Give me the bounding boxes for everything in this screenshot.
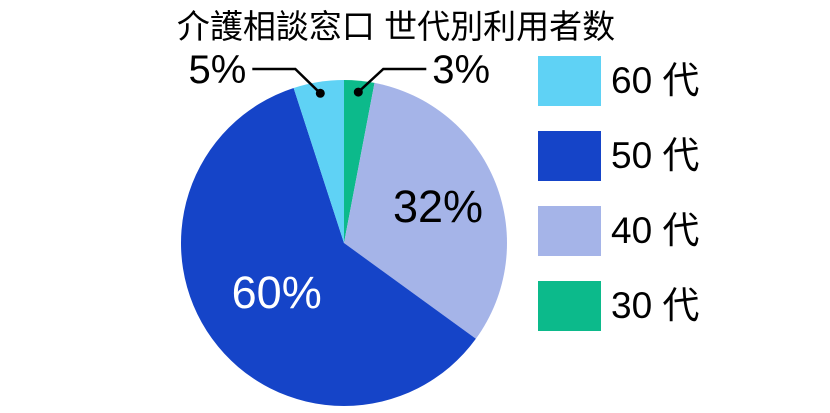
pct-label-callout: 3%	[432, 48, 490, 92]
legend: 60 代 50 代 40 代 30 代	[538, 56, 699, 356]
pct-label-inside: 60%	[232, 267, 322, 318]
pct-label-inside: 32%	[393, 181, 483, 232]
legend-label: 60 代	[611, 60, 700, 101]
legend-color-swatch	[538, 206, 601, 256]
pie-slice-3pct	[344, 80, 375, 243]
callout-line	[252, 67, 322, 95]
legend-label: 30 代	[611, 285, 700, 326]
pie-slice-5pct	[293, 80, 344, 243]
legend-item-1: 50 代	[538, 131, 699, 181]
pct-label-callout: 5%	[188, 48, 246, 92]
pie-slice-32pct	[344, 82, 507, 339]
chart-title: 介護相談窓口 世代別利用者数	[177, 8, 615, 45]
legend-item-0: 60 代	[538, 56, 699, 106]
legend-item-2: 40 代	[538, 206, 699, 256]
callout-line	[357, 67, 427, 94]
legend-color-swatch	[538, 131, 601, 181]
pie-slice-60pct	[180, 87, 476, 407]
callout-dot	[353, 87, 363, 97]
legend-label: 50 代	[611, 135, 700, 176]
legend-color-swatch	[538, 56, 601, 106]
legend-item-3: 30 代	[538, 281, 699, 331]
legend-label: 40 代	[611, 210, 700, 251]
legend-color-swatch	[538, 281, 601, 331]
callout-dot	[315, 88, 325, 98]
